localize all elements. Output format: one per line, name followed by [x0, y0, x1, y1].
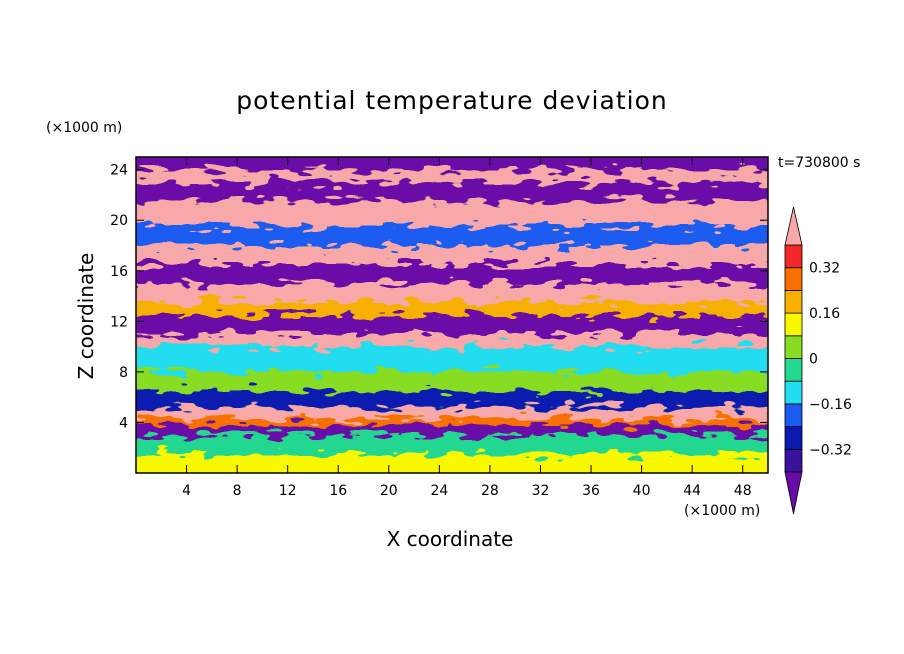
- colorbar-segment: [784, 448, 803, 473]
- contour-band: [136, 435, 768, 455]
- contour-band: [136, 454, 768, 473]
- contour-field: [136, 157, 768, 473]
- contour-band: [136, 424, 768, 436]
- contour-band: [136, 333, 768, 347]
- colorbar-segment: [784, 426, 803, 450]
- contour-band: [136, 418, 768, 425]
- colorbar-segment: [784, 358, 803, 382]
- y-tick-label: 24: [110, 163, 128, 179]
- x-tick-label: 36: [582, 483, 600, 499]
- contour-band: [136, 157, 768, 170]
- colorbar: 0.32 0.16 0 −0.16 −0.32: [784, 206, 852, 515]
- contour-band: [136, 169, 768, 183]
- y-tick-label: 4: [119, 415, 128, 431]
- colorbar-extend-bottom: [784, 471, 803, 515]
- y-tick-label: 16: [110, 264, 128, 280]
- contour-band: [136, 407, 768, 419]
- x-tick-label: 48: [734, 483, 752, 499]
- contour-band: [136, 201, 768, 227]
- x-tick-label: 4: [182, 483, 191, 499]
- x-tick-label: 44: [683, 483, 701, 499]
- x-tick-label: 40: [633, 483, 651, 499]
- contour-band: [136, 182, 768, 202]
- x-tick-label: 32: [532, 483, 550, 499]
- x-tick-label: 24: [430, 483, 448, 499]
- colorbar-segment: [784, 244, 803, 269]
- colorbar-label: 0.16: [809, 306, 840, 322]
- y-unit-label: (×1000 m): [46, 120, 123, 136]
- y-axis: 4 8 12 16 20 24: [110, 163, 768, 431]
- x-tick-label: 8: [233, 483, 242, 499]
- contour-band: [136, 302, 768, 315]
- contour-band: [136, 346, 768, 372]
- contour-band: [136, 390, 768, 408]
- contour-band: [136, 226, 768, 246]
- contour-band: [136, 315, 768, 334]
- y-tick-label: 12: [110, 314, 128, 330]
- colorbar-label: −0.16: [809, 397, 852, 413]
- contour-band: [136, 283, 768, 303]
- colorbar-label: 0: [809, 352, 818, 368]
- colorbar-segment: [784, 267, 803, 291]
- x-tick-label: 16: [329, 483, 347, 499]
- y-tick-label: 8: [119, 365, 128, 381]
- colorbar-label: 0.32: [809, 261, 840, 277]
- x-axis-label: X coordinate: [386, 527, 514, 551]
- contour-band: [136, 371, 768, 391]
- contour-band: [136, 264, 768, 284]
- chart-title: potential temperature deviation: [236, 86, 668, 115]
- x-unit-label: (×1000 m): [684, 503, 761, 519]
- contour-band: [136, 245, 768, 265]
- x-tick-label: 20: [380, 483, 398, 499]
- colorbar-segment: [784, 335, 803, 359]
- plot-frame: [135, 156, 769, 474]
- colorbar-label: −0.32: [809, 442, 852, 458]
- colorbar-segment: [784, 289, 803, 314]
- colorbar-extend-top: [784, 206, 803, 246]
- x-tick-label: 28: [481, 483, 499, 499]
- x-axis: 4 8 12 16 20 24 28 32 36 40 44 48: [182, 157, 752, 499]
- colorbar-segment: [784, 312, 803, 337]
- time-label: t=730800 s: [778, 155, 861, 171]
- x-tick-label: 12: [279, 483, 297, 499]
- colorbar-segment: [784, 403, 803, 427]
- colorbar-segment: [784, 380, 803, 405]
- y-tick-label: 20: [110, 213, 128, 229]
